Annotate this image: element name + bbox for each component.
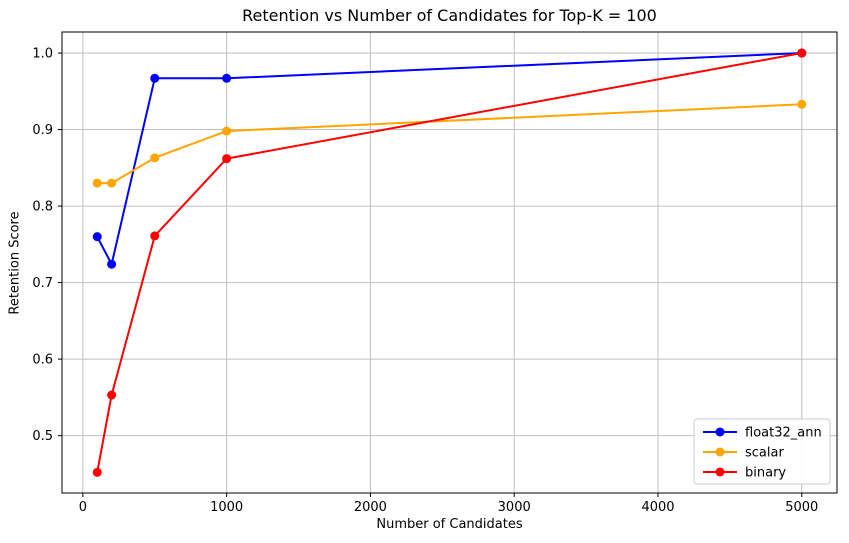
data-point-binary bbox=[797, 48, 807, 58]
y-tick-label: 0.8 bbox=[32, 200, 53, 215]
data-point-scalar bbox=[222, 126, 232, 136]
data-point-binary bbox=[150, 231, 160, 241]
x-tick-label: 4000 bbox=[641, 500, 674, 515]
y-tick-label: 0.5 bbox=[32, 429, 53, 444]
x-tick-label: 5000 bbox=[785, 500, 818, 515]
y-tick-label: 0.9 bbox=[32, 123, 53, 138]
x-tick-label: 2000 bbox=[354, 500, 387, 515]
data-point-binary bbox=[222, 154, 232, 164]
chart-title: Retention vs Number of Candidates for To… bbox=[242, 6, 657, 25]
legend-label-binary: binary bbox=[745, 466, 786, 481]
x-tick-label: 0 bbox=[79, 500, 87, 515]
data-point-binary bbox=[107, 390, 117, 400]
series-line-scalar bbox=[97, 103, 802, 185]
y-tick-label: 0.6 bbox=[32, 353, 53, 368]
legend-label-float32_ann: float32_ann bbox=[745, 426, 822, 441]
legend-marker-scalar bbox=[715, 447, 725, 457]
x-tick-label: 3000 bbox=[498, 500, 531, 515]
data-point-float32_ann bbox=[92, 232, 102, 242]
data-point-scalar bbox=[150, 153, 160, 163]
x-axis-label: Number of Candidates bbox=[376, 517, 523, 532]
legend-marker-float32_ann bbox=[715, 427, 725, 437]
legend-marker-binary bbox=[715, 467, 725, 477]
data-point-binary bbox=[92, 467, 102, 477]
legend-box bbox=[693, 418, 831, 485]
data-point-scalar bbox=[797, 99, 807, 109]
x-tick-label: 1000 bbox=[210, 500, 243, 515]
plot-border bbox=[61, 31, 838, 494]
y-tick-label: 0.7 bbox=[32, 276, 53, 291]
legend-label-scalar: scalar bbox=[745, 446, 784, 461]
data-point-scalar bbox=[107, 178, 117, 188]
data-point-float32_ann bbox=[107, 259, 117, 269]
series-line-binary bbox=[96, 52, 802, 473]
y-tick-label: 1.0 bbox=[32, 47, 53, 62]
data-point-scalar bbox=[92, 178, 102, 188]
y-axis-label: Retention Score bbox=[7, 211, 23, 315]
data-point-float32_ann bbox=[222, 73, 232, 83]
data-point-float32_ann bbox=[150, 73, 160, 83]
series-line-float32_ann bbox=[96, 52, 802, 266]
